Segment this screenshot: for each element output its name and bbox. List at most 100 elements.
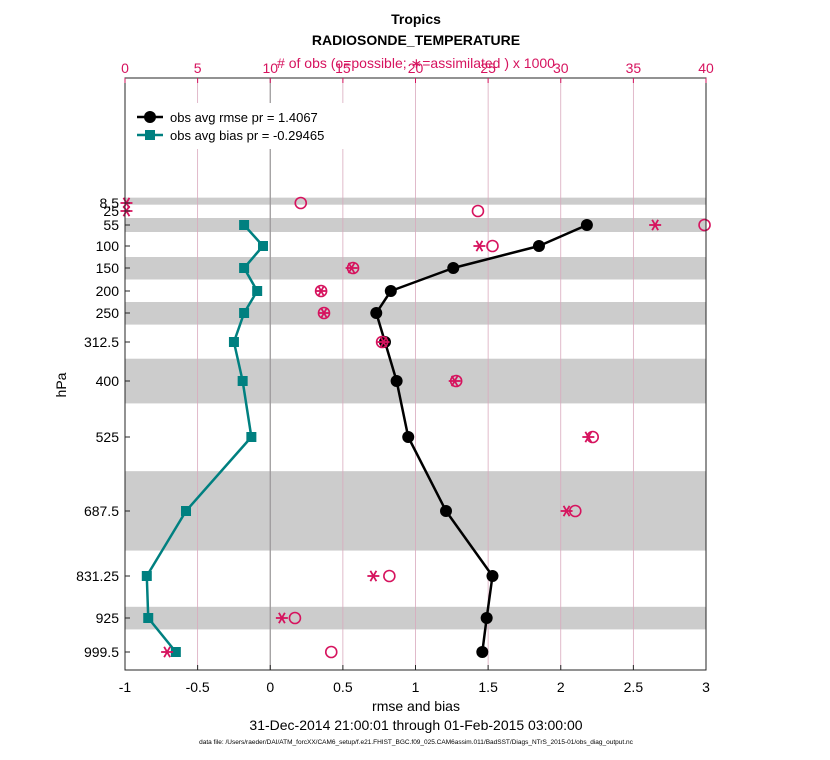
rmse-point [440,505,453,517]
bias-point [170,647,181,657]
obs-assimilated-stroke [163,646,171,658]
y-axis-label: hPa [53,372,69,397]
legend-bias-label: obs avg bias pr = -0.29465 [170,128,324,143]
x-tick-label: 0.5 [333,679,353,695]
obs-assimilated-marker [367,570,380,582]
legend-rmse-marker [144,111,156,123]
bias-point [143,613,154,623]
obs-assimilated-marker [649,219,662,231]
top-tick-label: 0 [121,60,129,76]
obs-assimilated-stroke [475,240,484,252]
y-tick-label: 525 [96,429,120,445]
obs-assimilated-stroke [347,262,356,274]
top-tick-label: 40 [698,60,714,76]
obs-assimilated-stroke [584,431,593,443]
obs-assimilated-stroke [369,570,378,582]
x-axis-label: rmse and bias [372,698,460,714]
bias-point [239,220,250,230]
top-tick-label: 5 [194,60,202,76]
obs-assimilated-marker [582,431,595,443]
obs-possible-marker [324,645,338,659]
x-tick-label: -1 [119,679,132,695]
obs-assimilated-marker [275,612,288,624]
obs-assimilated-marker [315,285,328,297]
top-tick-label: 35 [626,60,642,76]
data-series [141,219,593,658]
obs-assimilated-stroke [651,219,659,231]
bias-point [228,337,239,347]
grid-lines [197,78,634,670]
rmse-point [384,285,397,297]
obs-possible-marker [383,569,396,583]
legend: obs avg rmse pr = 1.4067 obs avg bias pr… [130,103,360,149]
rmse-point [480,612,493,624]
obs-possible-marker [486,239,499,253]
bias-point [141,571,152,581]
bias-point [246,432,257,442]
obs-assimilated-marker [377,336,390,348]
y-tick-label: 687.5 [84,503,119,519]
date-range-label: 31-Dec-2014 21:00:01 through 01-Feb-2015… [249,717,582,733]
obs-assimilated-marker [161,646,174,658]
x-tick-label: -0.5 [186,679,210,695]
y-tick-label: 250 [96,305,120,321]
bias-point [237,376,248,386]
x-tick-label: 0 [266,679,274,695]
obs-possible-marker [294,196,308,210]
x-tick-label: 2 [557,679,565,695]
legend-bias-marker [145,130,155,140]
obs-assimilated-stroke [320,307,328,319]
y-tick-label: 312.5 [84,334,119,350]
top-axis-label: # of obs (o=possible; ∗=assimilated ) x … [277,55,555,71]
x-tick-label: 3 [702,679,710,695]
obs-possible-marker [288,611,302,625]
obs-assimilated-stroke [379,336,388,348]
rmse-point [532,240,545,252]
x-tick-label: 1 [412,679,420,695]
bias-point [239,263,250,273]
y-tick-label: 400 [96,373,120,389]
top-tick-label: 10 [262,60,278,76]
obs-assimilated-marker [317,307,330,319]
bias-point [239,308,250,318]
rmse-point [370,307,383,319]
obs-assimilated-marker [345,262,358,274]
rmse-point [580,219,593,231]
y-tick-label: 100 [96,238,120,254]
obs-count-markers [120,196,711,659]
rmse-point [476,646,489,658]
top-tick-label: 15 [335,60,351,76]
obs-assimilated-marker [473,240,486,252]
y-tick-label: 25 [103,203,119,219]
obs-possible-marker [471,204,485,218]
top-tick-label: 20 [408,60,424,76]
legend-box [130,103,360,149]
obs-possible-marker [698,218,711,232]
y-tick-label: 200 [96,283,120,299]
obs-assimilated-stroke [562,505,571,517]
x-tick-label: 2.5 [624,679,644,695]
rmse-line [375,223,588,653]
axes: -1 -0.5 0 0.5 1 1.5 2 2.5 30 5 10 15 20 25 30 35 408.525… [76,60,714,695]
obs-assimilated-stroke [317,285,325,297]
top-tick-label: 30 [553,60,569,76]
rmse-point [486,570,499,582]
x-tick-label: 1.5 [478,679,498,695]
y-tick-label: 8.5 [100,195,120,211]
bias-point [181,506,192,516]
rmse-point [402,431,415,443]
chart-title: Tropics [391,11,441,27]
y-tick-label: 925 [96,610,120,626]
bias-point [252,286,263,296]
y-tick-label: 150 [96,260,120,276]
obs-assimilated-stroke [450,375,459,387]
y-tick-label: 55 [103,217,119,233]
rmse-point [390,375,403,387]
bias-point [257,241,268,251]
top-tick-label: 25 [480,60,496,76]
data-file-footnote: data file: /Users/raeder/DAI/ATM_forcXX/… [199,739,634,746]
rmse-point [447,262,460,274]
obs-assimilated-marker [448,375,461,387]
chart-subtitle: RADIOSONDE_TEMPERATURE [312,32,520,48]
